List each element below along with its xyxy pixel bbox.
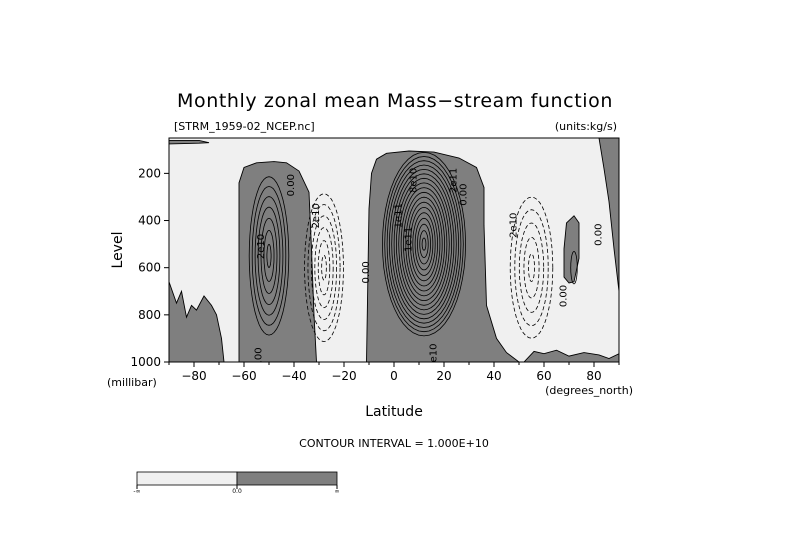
contour-label: 0.00 [558, 285, 569, 307]
chart-title: Monthly zonal mean Mass−stream function [177, 90, 613, 112]
positive-shading [169, 138, 619, 362]
contour-positive [409, 206, 439, 282]
contour-label: 0.00 [286, 174, 297, 196]
contour-label: 1e11 [403, 227, 414, 252]
contour-negative [310, 215, 338, 321]
y-tick-label: 800 [138, 308, 161, 322]
contour-negative [304, 193, 344, 343]
y-axis: 200 400 600 800 1000 [130, 166, 169, 369]
contour-label: 2e10 [429, 343, 440, 368]
contour-interval-text: CONTOUR INTERVAL = 1.000E+10 [299, 437, 489, 450]
positive-region-south [238, 161, 317, 362]
contour-positive [414, 217, 434, 271]
positive-region-north-pole [586, 138, 619, 292]
units-label: (units:kg/s) [555, 120, 617, 133]
contour-positive [260, 217, 278, 294]
x-tick-label: −60 [231, 369, 256, 383]
contour-label: 0.00 [361, 261, 372, 283]
contour-positive [395, 177, 453, 311]
contour-label: 1e11 [394, 203, 405, 228]
contour-negative [509, 196, 554, 339]
y-tick-label: 600 [138, 261, 161, 275]
contour-label: 8e10 [409, 168, 420, 193]
x-tick-label: 80 [586, 369, 601, 383]
colorbar: -∞ 0.0 ∞ [133, 471, 340, 495]
x-tick-label: 0 [390, 369, 398, 383]
contour-negative [314, 227, 334, 309]
positive-region-south-pole [169, 139, 210, 145]
contour-negative [514, 209, 549, 327]
contour-positive [254, 196, 284, 316]
contour-label: 2e11 [449, 168, 460, 193]
contour-positive [400, 187, 448, 302]
contour-positive [405, 196, 443, 292]
contour-label: 0.00 [458, 183, 469, 205]
colorbar-negative [136, 471, 238, 486]
contour-positive [384, 156, 464, 333]
colorbar-positive [236, 471, 338, 486]
contour-label: 2e10 [256, 234, 267, 259]
x-units-label: (degrees_north) [545, 384, 633, 397]
contour-positive [398, 182, 450, 306]
x-tick-label: −20 [331, 369, 356, 383]
contour-positive [386, 160, 462, 328]
y-tick-label: 200 [138, 166, 161, 180]
contour-positive [381, 151, 467, 337]
contour-positive [257, 206, 281, 306]
contour-positive [393, 173, 455, 315]
contour-label: 2e10 [509, 213, 520, 238]
contour-positive [391, 168, 457, 320]
colorbar-label-max: ∞ [335, 488, 340, 495]
x-tick-label: −80 [181, 369, 206, 383]
x-tick-label: 40 [486, 369, 501, 383]
contour-positive [412, 212, 436, 276]
contour-label: 2e10 [311, 203, 322, 228]
contour-negative [307, 204, 341, 332]
contour-positive [266, 243, 272, 268]
contour-positive [407, 201, 441, 287]
contour-positive [421, 237, 427, 251]
positive-region-north-cell [563, 215, 580, 284]
contour-label: 0.00 [593, 224, 604, 246]
y-axis-label: Level [110, 232, 126, 269]
file-label: [STRM_1959-02_NCEP.nc] [174, 120, 315, 133]
contour-positive [402, 191, 446, 297]
contour-positive [251, 186, 287, 326]
contour-positive [416, 223, 432, 265]
contour-positive [388, 164, 460, 324]
contour-negative [523, 236, 540, 299]
contour-positive [570, 250, 578, 285]
contour-negative [528, 253, 535, 282]
contour-negative [518, 222, 545, 313]
y-tick-label: 400 [138, 214, 161, 228]
positive-region-north-surface [523, 349, 619, 362]
x-axis-label: Latitude [365, 404, 423, 420]
contour-label: 0.00 [253, 347, 264, 369]
x-tick-label: 20 [436, 369, 451, 383]
x-tick-label: −40 [281, 369, 306, 383]
contour-positive [419, 230, 429, 259]
contour-positive [263, 229, 275, 282]
colorbar-label-zero: 0.0 [232, 488, 242, 495]
contour-lines [248, 151, 578, 343]
colorbar-label-min: -∞ [133, 488, 140, 495]
x-tick-label: 60 [536, 369, 551, 383]
x-axis: −80 −60 −40 −20 0 20 40 60 80 [168, 362, 620, 383]
y-units-label: (millibar) [107, 376, 157, 389]
contour-negative [321, 254, 327, 281]
positive-region-south-surface [169, 281, 225, 362]
y-tick-label: 1000 [130, 355, 161, 369]
contour-positive [248, 176, 290, 336]
